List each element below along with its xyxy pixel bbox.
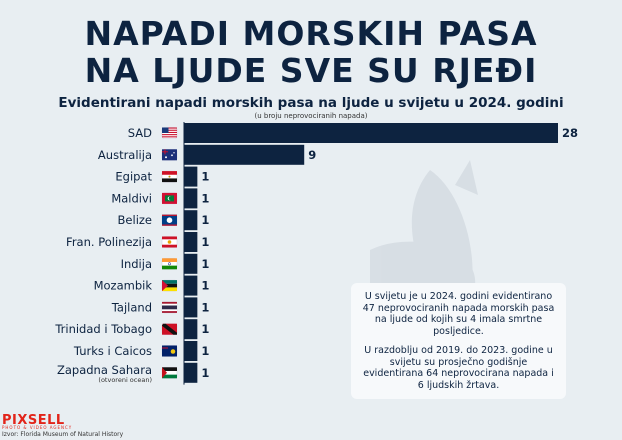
unit-note: (u broju neprovociranih napada) xyxy=(254,112,368,120)
value-label: 1 xyxy=(201,257,209,271)
turks-caicos-flag-icon xyxy=(161,345,178,357)
category-label: Fran. Polinezija xyxy=(66,235,152,249)
value-label: 9 xyxy=(308,148,316,162)
bar xyxy=(184,275,198,296)
belize-flag-icon xyxy=(161,214,178,226)
us-flag-icon xyxy=(161,127,178,139)
chart-subtitle: Evidentirani napadi morskih pasa na ljud… xyxy=(58,95,564,111)
info-paragraph-1: U svijetu je u 2024. godini evidentirano… xyxy=(362,291,555,337)
bar xyxy=(184,188,198,209)
bar xyxy=(184,297,198,318)
title-line-1: NAPADI MORSKIH PASA xyxy=(84,14,538,53)
value-label: 1 xyxy=(201,191,209,205)
value-label: 1 xyxy=(201,235,209,249)
info-box: U svijetu je u 2024. godini evidentirano… xyxy=(351,283,566,399)
western-sahara-flag-icon xyxy=(161,367,178,379)
india-flag-icon xyxy=(161,258,178,270)
category-label: Egipat xyxy=(115,170,152,184)
category-label: Maldivi xyxy=(111,191,152,205)
bar xyxy=(184,123,558,143)
source-note: Izvor: Florida Museum of Natural History xyxy=(2,431,124,438)
bar xyxy=(184,253,198,274)
thailand-flag-icon xyxy=(161,301,178,314)
bar xyxy=(184,232,198,252)
bar xyxy=(184,362,198,383)
info-paragraph-2: U razdoblju od 2019. do 2023. godine u s… xyxy=(363,345,554,391)
value-label: 1 xyxy=(201,300,209,314)
category-label: Trinidad i Tobago xyxy=(54,322,152,336)
category-label: SAD xyxy=(128,126,152,140)
category-label: Australija xyxy=(98,148,152,162)
value-label: 28 xyxy=(562,126,578,140)
australia-flag-icon xyxy=(161,149,178,161)
bar xyxy=(184,144,305,165)
category-label: Turks i Caicos xyxy=(73,344,152,358)
bar xyxy=(184,319,198,340)
pixsell-logo-subtitle: PHOTO & VIDEO AGENCY xyxy=(2,425,73,430)
category-label: Belize xyxy=(118,213,152,227)
category-label: Tajland xyxy=(111,300,152,314)
value-label: 1 xyxy=(201,170,209,184)
category-note: (otvoreni ocean) xyxy=(98,376,152,384)
trinidad-tobago-flag-icon xyxy=(161,323,178,335)
bar xyxy=(184,341,198,361)
value-label: 1 xyxy=(201,344,209,358)
bar xyxy=(184,166,198,187)
value-label: 1 xyxy=(201,366,209,380)
bar xyxy=(184,210,198,231)
category-label: Zapadna Sahara xyxy=(57,363,152,377)
category-label: Indija xyxy=(121,257,152,271)
category-label: Mozambik xyxy=(94,279,153,293)
value-label: 1 xyxy=(201,213,209,227)
value-label: 1 xyxy=(201,279,209,293)
maldives-flag-icon xyxy=(161,192,178,205)
value-label: 1 xyxy=(201,322,209,336)
egypt-flag-icon xyxy=(161,170,178,183)
title-line-2: NA LJUDE SVE SU RJEĐI xyxy=(84,51,538,90)
french-polynesia-flag-icon xyxy=(161,236,178,248)
mozambique-flag-icon xyxy=(161,279,178,292)
pixsell-logo: PIXSELL xyxy=(2,413,65,428)
